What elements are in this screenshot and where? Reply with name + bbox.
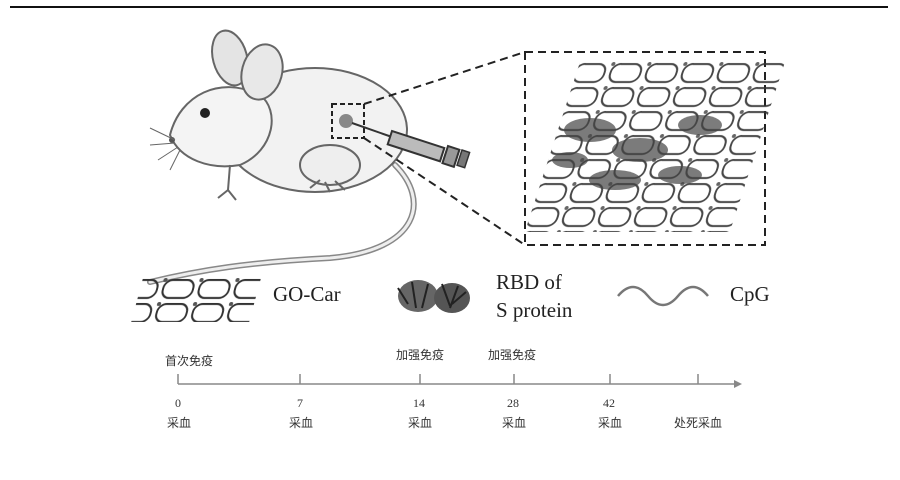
day-14: 14 bbox=[413, 396, 425, 410]
event-first-immunization: 首次免疫 bbox=[165, 354, 214, 368]
rbd-label-line2: S protein bbox=[496, 298, 573, 322]
event-booster-2: 加强免疫 bbox=[488, 348, 537, 362]
event-booster-1: 加强免疫 bbox=[396, 348, 445, 362]
day-7: 7 bbox=[297, 396, 303, 410]
rbd-label-line1: RBD of bbox=[496, 270, 562, 294]
top-rule bbox=[10, 6, 888, 8]
timeline-axis bbox=[177, 374, 742, 388]
injection-site-box bbox=[331, 103, 365, 139]
zoom-inset bbox=[524, 51, 785, 246]
cpg-label: CpG bbox=[730, 282, 770, 306]
syringe-icon bbox=[351, 122, 471, 169]
day-28: 28 bbox=[507, 396, 519, 410]
event-blood-0: 采血 bbox=[167, 416, 192, 430]
go-car-label: GO-Car bbox=[273, 282, 341, 306]
zoom-line-bottom bbox=[363, 137, 526, 246]
event-blood-14: 采血 bbox=[408, 416, 433, 430]
mouse-illustration bbox=[147, 29, 417, 285]
event-blood-42: 采血 bbox=[598, 416, 623, 430]
day-0: 0 bbox=[175, 396, 181, 410]
event-sacrifice-blood: 处死采血 bbox=[674, 416, 723, 430]
event-blood-28: 采血 bbox=[502, 416, 527, 430]
day-42: 42 bbox=[603, 396, 615, 410]
injection-site-dot bbox=[339, 114, 353, 128]
cpg-legend-icon bbox=[617, 285, 709, 307]
go-car-legend-icon bbox=[131, 278, 261, 322]
event-blood-7: 采血 bbox=[289, 416, 314, 430]
zoom-line-top bbox=[363, 51, 526, 105]
rbd-legend-icon bbox=[397, 280, 470, 313]
